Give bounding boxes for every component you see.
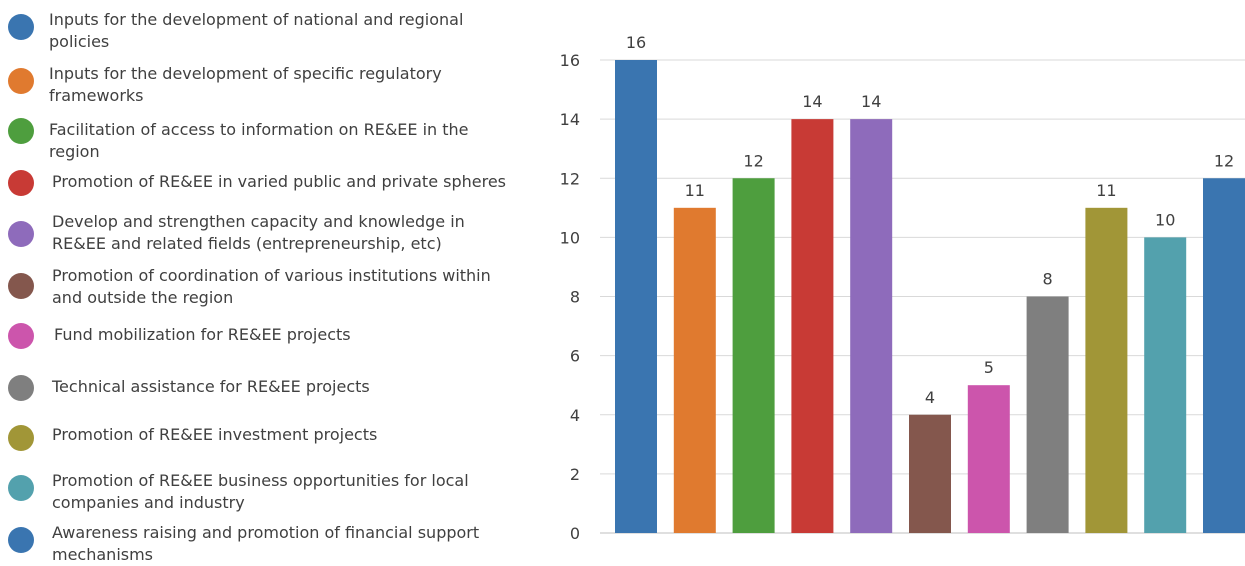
y-axis-ticks: 0 2 4 6 8 10 12 14 16 [560, 51, 580, 543]
bar [909, 414, 951, 533]
legend-label: Promotion of RE&EE investment projects [52, 425, 378, 444]
data-label: 5 [984, 358, 994, 377]
bar [1085, 207, 1128, 533]
legend-label: Promotion of RE&EE in varied public and … [52, 172, 507, 191]
chart-legend: Inputs for the development of national a… [0, 0, 540, 564]
legend-item: Develop and strengthen capacity and know… [8, 0, 528, 253]
data-labels: 16 11 12 14 14 4 5 8 11 10 12 [626, 33, 1234, 407]
y-tick-label: 12 [560, 169, 580, 188]
y-tick-label: 8 [570, 288, 580, 307]
bar [1026, 296, 1069, 533]
legend-item: Inputs for the development of specific r… [8, 0, 528, 105]
legend-label: Facilitation of access to information on… [49, 120, 469, 161]
legend-swatch [8, 221, 34, 247]
legend-swatch [8, 118, 34, 144]
y-tick-label: 4 [570, 406, 580, 425]
legend-item: Facilitation of access to information on… [8, 0, 528, 161]
legend-label: Awareness raising and promotion of finan… [52, 523, 480, 564]
legend-item: Promotion of RE&EE business opportunitie… [8, 0, 528, 512]
data-label: 11 [685, 181, 705, 200]
legend-item: Fund mobilization for RE&EE projects [8, 0, 528, 349]
legend-label: Technical assistance for RE&EE projects [52, 377, 370, 396]
data-label: 16 [626, 33, 646, 52]
data-label: 11 [1096, 181, 1116, 200]
bars [615, 60, 1245, 533]
legend-item: Promotion of coordination of various ins… [8, 0, 528, 307]
legend-swatch [8, 68, 34, 94]
legend-item: Inputs for the development of national a… [8, 0, 528, 51]
legend-item: Promotion of RE&EE investment projects [8, 0, 528, 451]
legend-swatch [8, 273, 34, 299]
legend-label: Inputs for the development of specific r… [49, 64, 442, 105]
legend-label: Promotion of RE&EE business opportunitie… [52, 471, 469, 512]
data-label: 8 [1043, 270, 1053, 289]
bar [791, 119, 834, 533]
bar [1203, 178, 1245, 533]
legend-item: Technical assistance for RE&EE projects [8, 0, 528, 401]
y-tick-label: 14 [560, 110, 580, 129]
legend-swatch [8, 527, 34, 553]
legend-swatch [8, 170, 34, 196]
legend-swatch [8, 323, 34, 349]
y-tick-label: 10 [560, 228, 580, 247]
bar [615, 60, 657, 533]
legend-item: Awareness raising and promotion of finan… [8, 0, 528, 564]
data-label: 4 [925, 388, 935, 407]
y-tick-label: 16 [560, 51, 580, 70]
legend-label: Develop and strengthen capacity and know… [52, 212, 465, 253]
legend-swatch [8, 375, 34, 401]
legend-swatch [8, 425, 34, 451]
bar [1144, 237, 1187, 533]
bar [732, 178, 775, 533]
legend-label: Fund mobilization for RE&EE projects [54, 325, 351, 344]
bar-chart: 0 2 4 6 8 10 12 14 16 16 11 12 14 14 4 5 8 11 10 12 [560, 33, 1245, 543]
y-tick-label: 6 [570, 347, 580, 366]
y-tick-label: 2 [570, 465, 580, 484]
legend-swatch [8, 475, 34, 501]
data-label: 10 [1155, 210, 1175, 229]
data-label: 14 [861, 92, 881, 111]
legend-label: Inputs for the development of national a… [49, 10, 464, 51]
data-label: 12 [1214, 151, 1234, 170]
legend-label: Promotion of coordination of various ins… [52, 266, 491, 307]
bar [673, 207, 716, 533]
bar [967, 385, 1010, 533]
legend-swatch [8, 14, 34, 40]
bar [850, 119, 893, 533]
data-label: 12 [743, 151, 763, 170]
y-tick-label: 0 [570, 524, 580, 543]
legend-item: Promotion of RE&EE in varied public and … [8, 0, 528, 196]
data-label: 14 [802, 92, 822, 111]
